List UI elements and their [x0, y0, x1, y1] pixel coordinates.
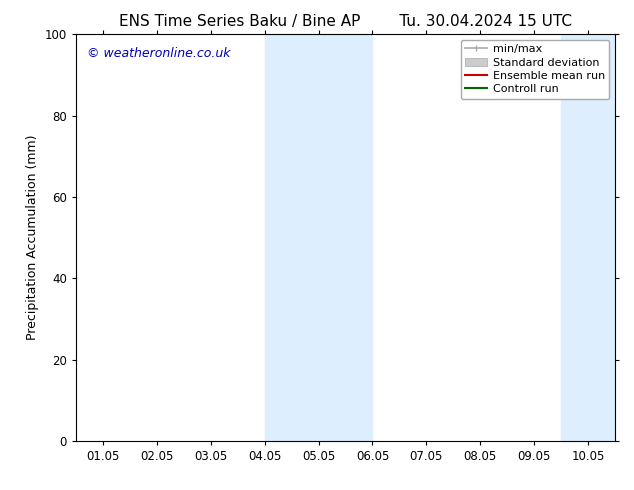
Bar — [561, 34, 615, 441]
Y-axis label: Precipitation Accumulation (mm): Precipitation Accumulation (mm) — [26, 135, 39, 341]
Legend: min/max, Standard deviation, Ensemble mean run, Controll run: min/max, Standard deviation, Ensemble me… — [460, 40, 609, 99]
Bar — [265, 34, 373, 441]
Text: © weatheronline.co.uk: © weatheronline.co.uk — [87, 47, 230, 59]
Title: ENS Time Series Baku / Bine AP        Tu. 30.04.2024 15 UTC: ENS Time Series Baku / Bine AP Tu. 30.04… — [119, 14, 572, 29]
